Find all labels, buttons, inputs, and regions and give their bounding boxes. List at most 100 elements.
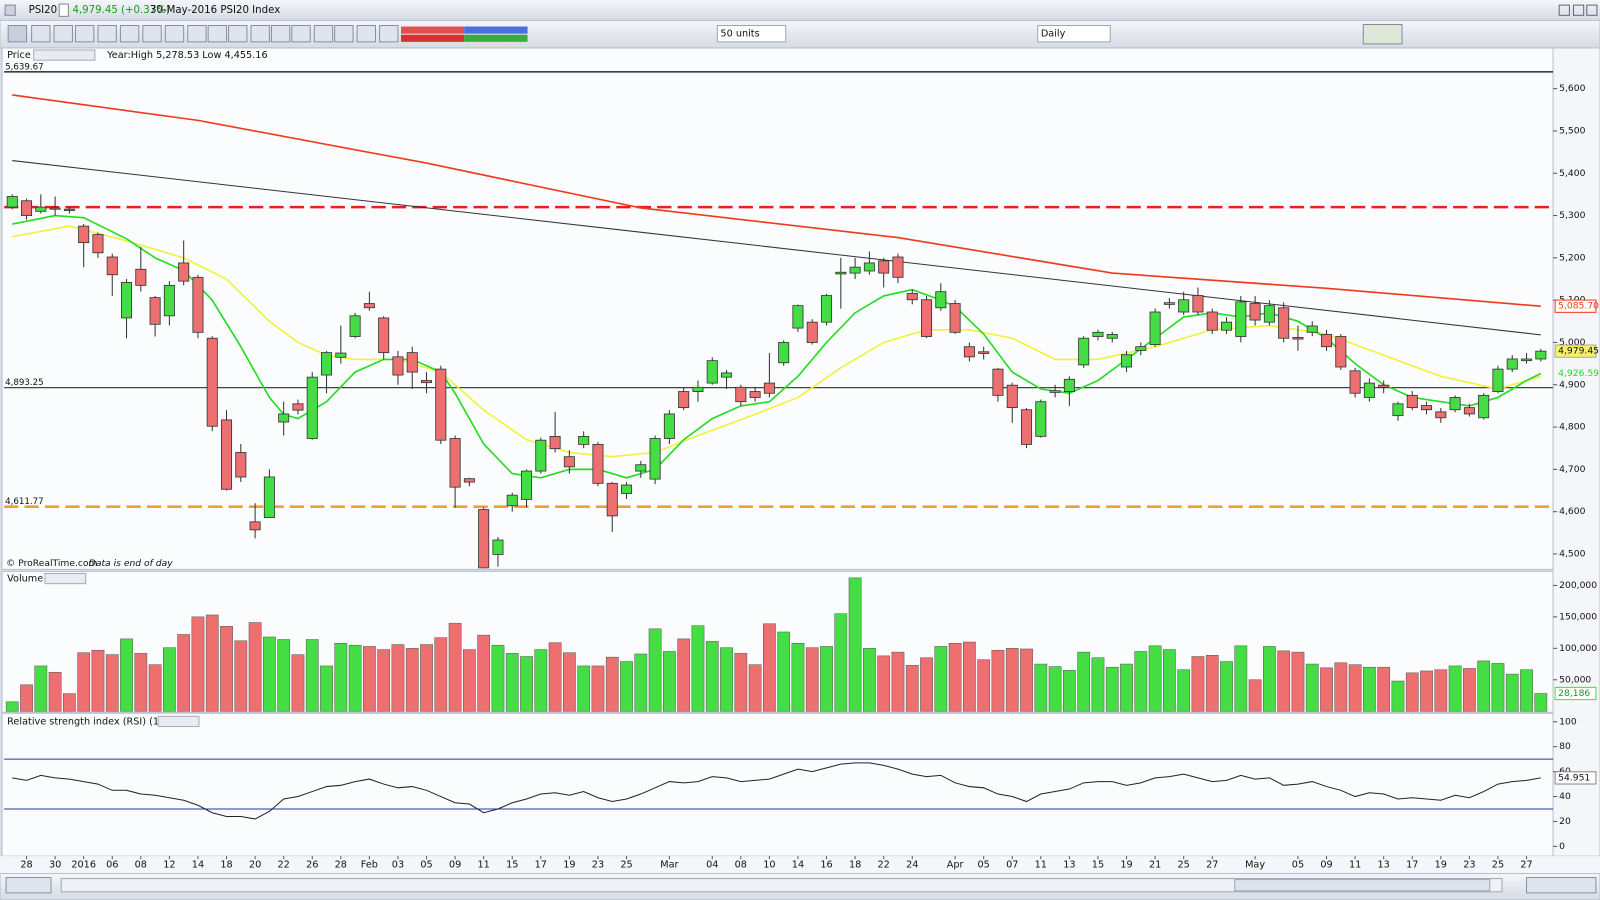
x-tick-label: 19: [1435, 859, 1447, 870]
candle-body: [821, 295, 833, 323]
candle-body: [121, 281, 133, 319]
x-tick-label: 23: [592, 859, 604, 870]
x-tick-label: 20: [249, 859, 261, 870]
candle-body: [292, 403, 304, 411]
close[interactable]: [1586, 4, 1598, 16]
scrollbar[interactable]: [60, 878, 1503, 893]
candle-body: [978, 351, 990, 354]
window-icon[interactable]: [4, 4, 16, 16]
x-tick-label: 28: [335, 859, 347, 870]
info-icon[interactable]: [58, 3, 69, 17]
panel-buttons[interactable]: [44, 572, 87, 585]
tool[interactable]: [97, 25, 117, 43]
y-tick-label: 4,700: [1559, 464, 1585, 475]
candle-body: [806, 321, 818, 343]
title-bar: [0, 0, 1600, 21]
x-tick-label: 24: [906, 859, 918, 870]
palette-row[interactable]: [401, 34, 465, 42]
volume-bar: [620, 661, 633, 712]
candle-body: [878, 260, 890, 274]
right-axis: [1552, 47, 1600, 857]
scroll-thumb[interactable]: [1234, 879, 1491, 892]
candle-body: [463, 478, 475, 483]
x-tick-label: 15: [1092, 859, 1104, 870]
candle-body: [435, 368, 447, 441]
volume-bar: [5, 701, 19, 712]
panel-title: Relative strength index (RSI) (14): [7, 716, 169, 727]
tool[interactable]: [291, 25, 311, 43]
x-tick-label: 09: [1320, 859, 1332, 870]
bottom-tools[interactable]: [5, 877, 52, 894]
tool[interactable]: [164, 25, 185, 43]
tool[interactable]: [7, 25, 28, 43]
panel-title: Price: [7, 50, 31, 61]
volume-bar: [348, 644, 362, 712]
candle-body: [1049, 390, 1061, 393]
candle-body: [1335, 336, 1347, 368]
restore[interactable]: [1572, 4, 1585, 16]
volume-bar: [563, 652, 576, 712]
volume-bar: [320, 665, 333, 712]
period-dropdown[interactable]: [1037, 25, 1111, 43]
period[interactable]: Daily: [1041, 29, 1066, 40]
symbol[interactable]: PSI20: [29, 5, 58, 16]
tool[interactable]: [270, 25, 291, 43]
candle-body: [1035, 401, 1047, 437]
candle-body: [1421, 405, 1433, 411]
tool[interactable]: [228, 25, 248, 43]
panel-buttons[interactable]: [33, 49, 96, 61]
x-tick-label: 19: [1120, 859, 1132, 870]
candle-body: [21, 200, 33, 216]
candle-body: [735, 386, 747, 403]
candle-body: [1363, 382, 1375, 398]
tool[interactable]: [313, 25, 334, 43]
volume-bar: [605, 656, 619, 712]
volume-bar: [1148, 645, 1162, 712]
palette-row[interactable]: [464, 34, 528, 42]
palette-row[interactable]: [464, 26, 528, 34]
tool[interactable]: [334, 25, 354, 43]
x-tick-label: 25: [1492, 859, 1504, 870]
tool[interactable]: [250, 25, 270, 43]
units[interactable]: 50 units: [720, 29, 759, 40]
candle-body: [578, 435, 590, 445]
volume-bar: [748, 664, 762, 712]
units-dropdown[interactable]: [716, 25, 787, 43]
indicator-button[interactable]: [1362, 23, 1403, 45]
x-tick-label: May: [1245, 859, 1265, 870]
palette-row[interactable]: [401, 26, 465, 34]
tool[interactable]: [31, 25, 51, 43]
x-tick-label: 05: [420, 859, 432, 870]
volume-bar: [805, 647, 819, 712]
candle-body: [849, 266, 861, 274]
tool[interactable]: [142, 25, 162, 43]
x-tick-label: 16: [820, 859, 832, 870]
x-tick-label: 18: [220, 859, 232, 870]
candle-body: [563, 456, 575, 468]
volume-bar: [291, 654, 305, 712]
tool[interactable]: [119, 25, 140, 43]
tool[interactable]: [379, 25, 399, 43]
volume-bar: [1363, 666, 1376, 712]
tool[interactable]: [207, 25, 228, 43]
tool[interactable]: [187, 25, 207, 43]
candle-body: [421, 380, 433, 384]
panel-buttons[interactable]: [157, 715, 200, 728]
candle-body: [678, 391, 690, 409]
x-tick-label: 11: [1349, 859, 1361, 870]
tool[interactable]: [53, 25, 73, 43]
y-tick-label: 100,000: [1559, 643, 1597, 654]
volume-bar: [1448, 665, 1462, 712]
candle-body: [106, 256, 118, 276]
y-tick-label: 5,400: [1559, 168, 1585, 179]
volume-bar: [420, 644, 433, 712]
x-tick-label: 21: [1149, 859, 1161, 870]
tool[interactable]: [356, 25, 377, 43]
zoom-tools[interactable]: [1526, 877, 1597, 894]
tool[interactable]: [75, 25, 95, 43]
x-tick-label: 04: [706, 859, 718, 870]
y-tick-label: 5,200: [1559, 252, 1585, 263]
candle-body: [35, 206, 47, 212]
minimize[interactable]: [1558, 4, 1570, 16]
